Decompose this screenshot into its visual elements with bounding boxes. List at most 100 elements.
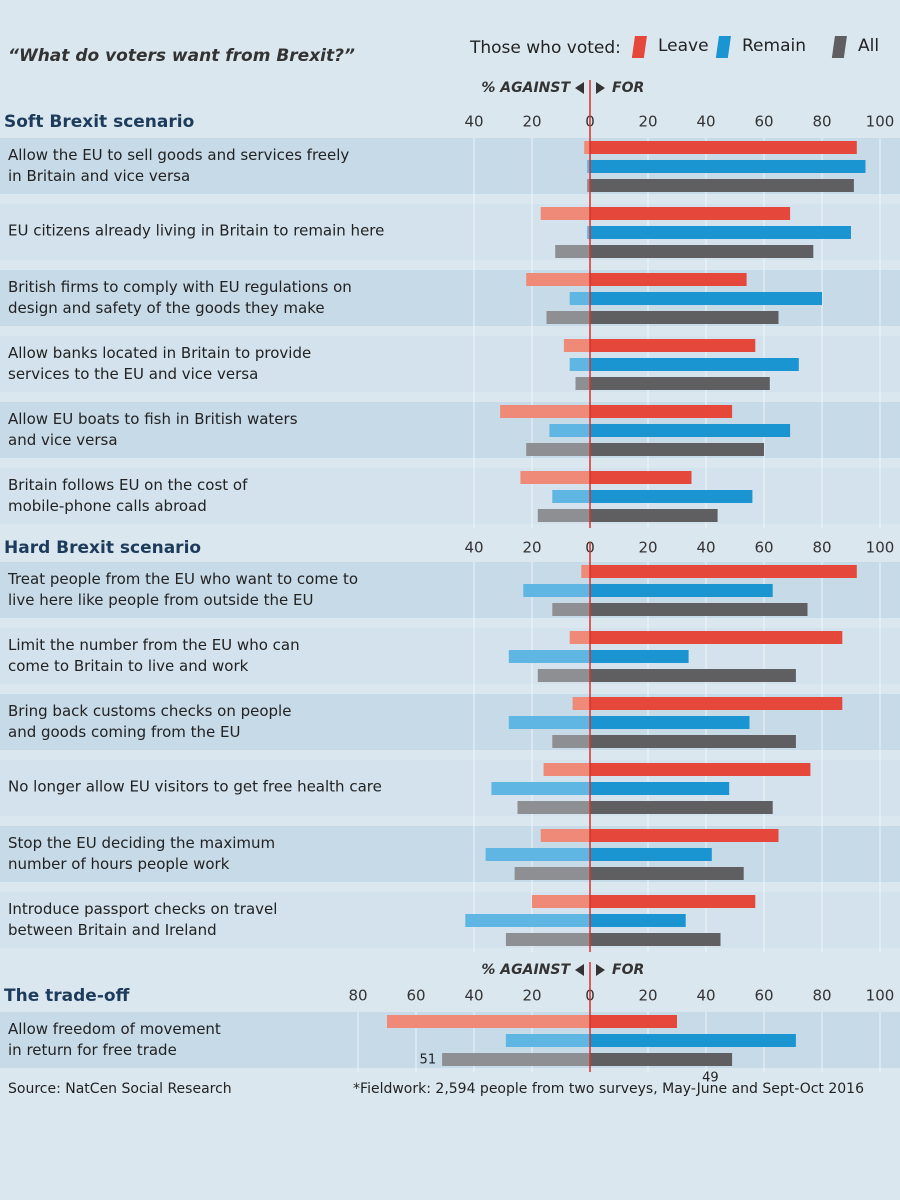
bar-against xyxy=(442,1053,590,1066)
bar-for xyxy=(590,895,756,908)
section-title: Hard Brexit scenario xyxy=(4,538,201,558)
footnote: *Fieldwork: 2,594 people from two survey… xyxy=(353,1081,864,1097)
bar-against xyxy=(552,603,590,616)
legend-label: Leave xyxy=(658,36,709,56)
bar-for xyxy=(590,763,811,776)
bar-for xyxy=(590,584,773,597)
row-label: Limit the number from the EU who can come… xyxy=(8,636,300,675)
x-tick-label: 40 xyxy=(464,987,483,1005)
bar-against xyxy=(387,1015,590,1028)
bar-against xyxy=(485,848,590,861)
row-label: Allow banks located in Britain to provid… xyxy=(8,344,311,383)
bar-for xyxy=(590,377,770,390)
section-title: Soft Brexit scenario xyxy=(4,112,194,132)
bar-against xyxy=(581,565,590,578)
x-tick-label: 60 xyxy=(406,987,425,1005)
axis-label-for: FOR xyxy=(612,80,644,96)
bar-for xyxy=(590,801,773,814)
row-label: Bring back customs checks on people and g… xyxy=(8,702,291,741)
x-tick-label: 20 xyxy=(522,987,541,1005)
bar-for xyxy=(590,358,799,371)
bar-against xyxy=(540,829,590,842)
bar-against xyxy=(543,763,590,776)
x-tick-label: 20 xyxy=(638,113,657,131)
row-label: Introduce passport checks on travel betwe… xyxy=(8,900,277,939)
legend-label: All xyxy=(858,36,879,56)
bar-against xyxy=(537,669,590,682)
x-tick-label: 40 xyxy=(696,539,715,557)
axis-arrow xyxy=(575,82,584,94)
x-tick-label: 40 xyxy=(464,539,483,557)
x-tick-label: 60 xyxy=(754,987,773,1005)
x-tick-label: 80 xyxy=(348,987,367,1005)
x-tick-label: 100 xyxy=(866,113,895,131)
bar-against xyxy=(563,339,590,352)
bar-against xyxy=(517,801,590,814)
bar-against xyxy=(540,207,590,220)
axis-arrow xyxy=(596,964,605,976)
bar-against xyxy=(491,782,590,795)
bar-for xyxy=(590,207,791,220)
bar-against xyxy=(552,735,590,748)
bar-for xyxy=(590,697,843,710)
bar-for xyxy=(590,179,854,192)
bar-for xyxy=(590,1015,677,1028)
row-label: Stop the EU deciding the maximum number o… xyxy=(8,834,275,873)
bar-for xyxy=(590,631,843,644)
bar-against xyxy=(514,867,590,880)
bar-for xyxy=(590,311,779,324)
axis-label-for: FOR xyxy=(612,962,644,978)
axis-arrow xyxy=(596,82,605,94)
x-tick-label: 60 xyxy=(754,113,773,131)
x-tick-label: 100 xyxy=(866,987,895,1005)
bar-against xyxy=(526,273,590,286)
row-label: British firms to comply with EU regulati… xyxy=(8,278,352,317)
bar-against xyxy=(465,914,590,927)
bar-for xyxy=(590,867,744,880)
bar-for xyxy=(590,471,692,484)
bar-against xyxy=(552,490,590,503)
bar-against xyxy=(575,377,590,390)
source: Source: NatCen Social Research xyxy=(8,1081,232,1097)
bar-for xyxy=(590,490,753,503)
data-label: 49 xyxy=(702,1071,719,1086)
x-tick-label: 80 xyxy=(812,539,831,557)
bar-against xyxy=(569,292,590,305)
section-title: The trade-off xyxy=(4,986,130,1006)
bar-against xyxy=(569,358,590,371)
bar-for xyxy=(590,245,814,258)
bar-against xyxy=(584,141,590,154)
bar-for xyxy=(590,292,822,305)
bar-for xyxy=(590,914,686,927)
bar-for xyxy=(590,443,764,456)
bar-against xyxy=(508,650,590,663)
row-label: Treat people from the EU who want to com… xyxy=(7,570,358,609)
row-label: Allow EU boats to fish in British waters… xyxy=(8,410,298,449)
x-tick-label: 40 xyxy=(696,987,715,1005)
bar-against xyxy=(505,933,590,946)
bar-against xyxy=(537,509,590,522)
bar-for xyxy=(590,509,718,522)
bar-against xyxy=(587,160,590,173)
bar-against xyxy=(523,584,590,597)
legend-title: Those who voted: xyxy=(469,38,621,58)
row-label: Allow freedom of movement in return for f… xyxy=(8,1020,221,1059)
bar-against xyxy=(549,424,590,437)
axis-arrow xyxy=(575,964,584,976)
bar-against xyxy=(572,697,590,710)
row-label: EU citizens already living in Britain to… xyxy=(8,222,384,240)
axis-label-against: % AGAINST xyxy=(481,962,571,978)
bar-against xyxy=(587,226,590,239)
x-tick-label: 20 xyxy=(638,987,657,1005)
x-tick-label: 20 xyxy=(638,539,657,557)
bar-against xyxy=(520,471,590,484)
bar-against xyxy=(526,443,590,456)
bar-for xyxy=(590,933,721,946)
bar-against xyxy=(500,405,590,418)
row-label: No longer allow EU visitors to get free … xyxy=(8,778,382,796)
bar-for xyxy=(590,669,796,682)
bar-for xyxy=(590,226,851,239)
bar-against xyxy=(532,895,590,908)
bar-against xyxy=(569,631,590,644)
